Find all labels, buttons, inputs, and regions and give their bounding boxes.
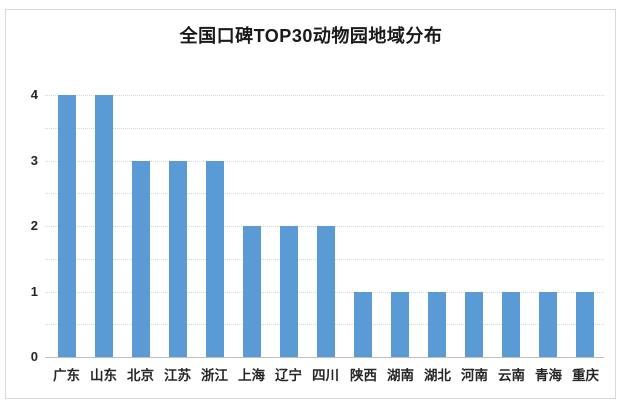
y-tick-label: 3 [30, 153, 38, 168]
gridline [45, 193, 604, 194]
bar [502, 292, 520, 358]
chart-title: 全国口碑TOP30动物园地域分布 [179, 26, 443, 46]
x-category-label: 辽宁 [275, 368, 302, 383]
x-category-label: 云南 [498, 368, 525, 383]
bar [243, 226, 261, 357]
y-tick-label: 2 [30, 218, 38, 233]
bar [58, 95, 76, 357]
x-axis-line [45, 357, 604, 358]
bar [576, 292, 594, 358]
x-category-label: 浙江 [201, 368, 228, 383]
y-tick-label: 0 [30, 349, 38, 364]
bar [391, 292, 409, 358]
x-category-label: 广东 [53, 368, 80, 383]
x-category-label: 四川 [312, 368, 339, 383]
x-category-label: 山东 [90, 368, 117, 383]
x-category-label: 湖南 [387, 368, 414, 383]
bar [206, 161, 224, 358]
gridline [45, 95, 604, 96]
bar [354, 292, 372, 358]
bar [169, 161, 187, 358]
x-category-label: 青海 [535, 368, 562, 383]
bar [132, 161, 150, 358]
bar [428, 292, 446, 358]
bar [317, 226, 335, 357]
bar [465, 292, 483, 358]
bar [539, 292, 557, 358]
x-category-label: 河南 [461, 368, 488, 383]
bar [280, 226, 298, 357]
x-category-label: 北京 [127, 368, 154, 383]
x-category-label: 上海 [238, 368, 265, 383]
bar [95, 95, 113, 357]
gridline [45, 128, 604, 129]
x-category-label: 湖北 [424, 368, 451, 383]
x-category-label: 陕西 [350, 368, 377, 383]
x-category-label: 重庆 [572, 368, 599, 383]
x-category-label: 江苏 [164, 368, 191, 383]
y-tick-label: 1 [30, 284, 38, 299]
gridline [45, 161, 604, 162]
y-tick-label: 4 [30, 87, 38, 102]
